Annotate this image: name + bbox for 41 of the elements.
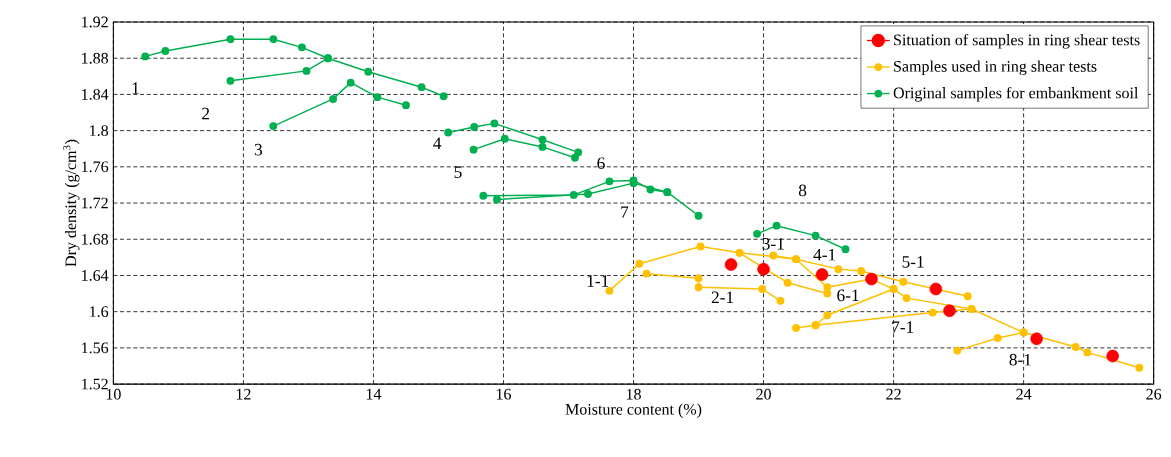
legend-label: Situation of samples in ring shear tests [894,33,1140,49]
annotation: 4 [433,137,442,149]
y-tick-label: 1.64 [82,269,109,281]
annotation: 7 [621,206,629,218]
y-tick-label: 1.8 [90,124,109,136]
y-tick-label: 1.72 [82,197,108,209]
annotation: 6-1 [837,289,859,301]
y-tick-label: 1.88 [82,52,109,64]
annotation: 2 [202,107,210,119]
y-tick-label: 1.84 [82,88,109,100]
y-axis-title: Dry density (g/cm$^{3}$) [63,139,80,267]
x-tick-label: 20 [756,388,771,400]
x-tick-label: 24 [1016,388,1032,400]
y-tick-label: 1.76 [82,161,109,173]
annotation: 3-1 [762,237,784,250]
annotation: 1-1 [587,274,609,287]
x-tick-label: 26 [1146,388,1162,400]
y-tick-label: 1.68 [82,233,109,245]
legend-label: Samples used in ring shear tests [894,60,1097,75]
annotation: 8 [798,184,807,197]
x-tick-label: 12 [236,388,251,400]
x-tick-label: 10 [106,388,121,400]
annotation: 6 [597,157,605,169]
annotation: 2-1 [711,291,734,303]
annotation: 5-1 [902,255,924,268]
legend-label: Original samples for embankment soil [893,86,1139,102]
y-tick-label: 1.56 [82,342,109,354]
y-tick-label: 1.92 [82,16,108,28]
y-tick-label: 1.52 [82,378,108,390]
annotation: 3 [254,143,263,156]
x-tick-label: 22 [886,388,901,400]
x-axis-title: Moisture content (%) [565,403,702,418]
annotation: 4-1 [813,248,836,261]
x-tick-label: 16 [496,388,512,400]
annotation: 1 [132,82,139,94]
y-tick-label: 1.6 [90,306,109,317]
annotation: 7-1 [892,321,914,333]
annotation: 5 [454,166,462,178]
x-tick-label: 18 [626,388,641,400]
annotation: 8-1 [1009,353,1031,366]
x-tick-label: 14 [366,388,382,400]
